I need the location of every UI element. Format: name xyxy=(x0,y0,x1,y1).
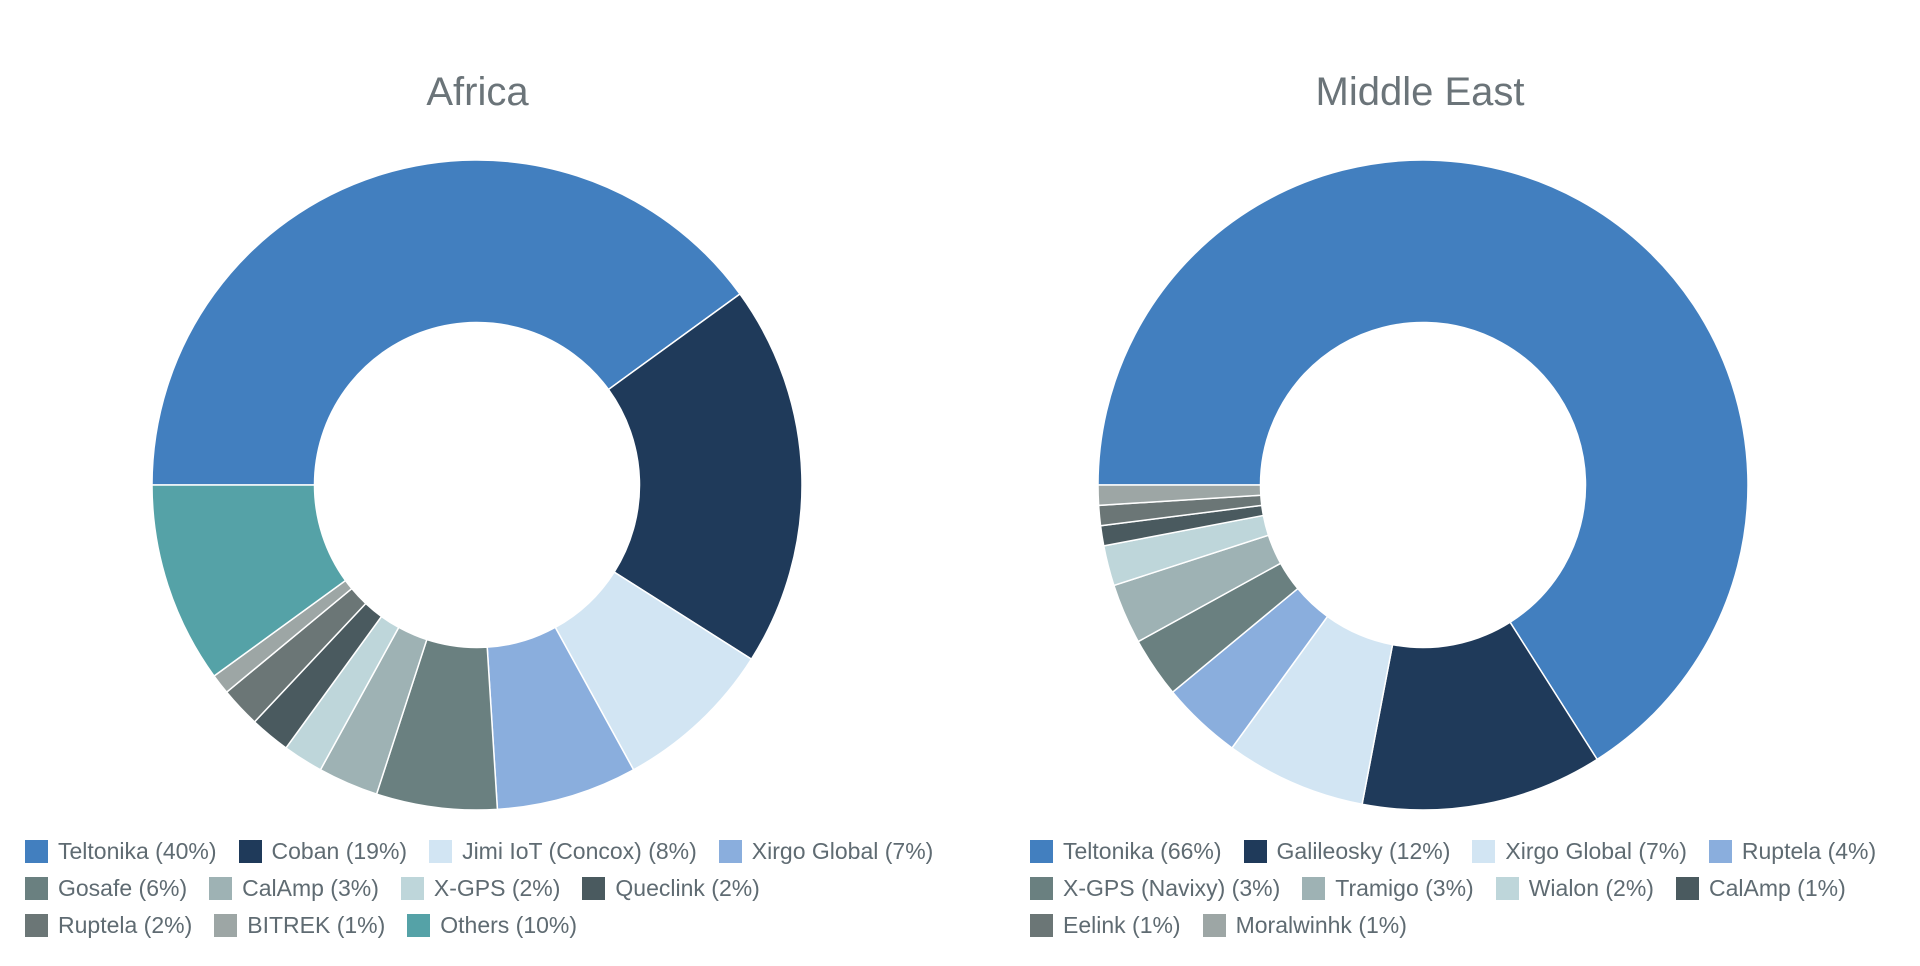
legend-label: Wialon (2%) xyxy=(1528,875,1654,901)
legend-item-bitrek[interactable]: BITREK (1%) xyxy=(214,912,385,939)
legend-row: X-GPS (Navixy) (3%) Tramigo (3%) Wialon (2… xyxy=(1030,870,1920,907)
legend-item-queclink[interactable]: Queclink (2%) xyxy=(582,875,760,902)
legend-item-xirgo-global[interactable]: Xirgo Global (7%) xyxy=(1472,838,1687,865)
legend-label: Teltonika (66%) xyxy=(1063,838,1222,864)
legend-swatch xyxy=(238,840,262,863)
legend-label: Ruptela (2%) xyxy=(58,912,193,938)
legend-swatch xyxy=(209,877,233,900)
legend-label: Gosafe (6%) xyxy=(58,875,188,901)
legend-label: Coban (19%) xyxy=(271,838,408,864)
legend-item-x-gps[interactable]: X-GPS (Navixy) (3%) xyxy=(1030,875,1280,902)
chart-title: Africa xyxy=(426,70,529,114)
legend-label: Queclink (2%) xyxy=(615,875,760,901)
legend-swatch xyxy=(1030,914,1053,937)
legend-row: Gosafe (6%) CalAmp (3%) X-GPS (2%) Queclink… xyxy=(25,870,965,907)
middle-east-donut xyxy=(1098,160,1748,810)
legend-item-galileosky[interactable]: Galileosky (12%) xyxy=(1243,838,1451,865)
legend-swatch xyxy=(1675,877,1699,900)
legend-label: Xirgo Global (7%) xyxy=(1505,838,1687,864)
legend-item-ruptela[interactable]: Ruptela (2%) xyxy=(25,912,192,939)
middle-east-chart-panel: Middle East Teltonika (66%) Galileosky (1… xyxy=(960,0,1920,966)
legend-item-calamp[interactable]: CalAmp (1%) xyxy=(1675,875,1846,902)
legend-swatch xyxy=(400,877,424,900)
legend-swatch xyxy=(25,840,48,863)
legend-item-calamp[interactable]: CalAmp (3%) xyxy=(209,875,379,902)
legend-swatch xyxy=(1302,877,1326,900)
legend-item-jimi-iot[interactable]: Jimi IoT (Concox) (8%) xyxy=(429,838,697,865)
legend-label: BITREK (1%) xyxy=(247,912,386,938)
legend-swatch xyxy=(1495,877,1519,900)
legend-label: Eelink (1%) xyxy=(1063,912,1181,938)
legend-row: Ruptela (2%) BITREK (1%) Others (10%) xyxy=(25,907,965,944)
legend-label: CalAmp (3%) xyxy=(242,875,379,901)
legend-swatch xyxy=(1202,914,1226,937)
legend-swatch xyxy=(1472,840,1496,863)
legend-swatch xyxy=(214,914,238,937)
legend-label: X-GPS (2%) xyxy=(433,875,561,901)
legend-item-tramigo[interactable]: Tramigo (3%) xyxy=(1302,875,1474,902)
legend-row: Teltonika (66%) Galileosky (12%) Xirgo Glo… xyxy=(1030,833,1920,870)
africa-legend: Teltonika (40%) Coban (19%) Jimi IoT (Conc… xyxy=(25,833,965,944)
legend-item-coban[interactable]: Coban (19%) xyxy=(238,838,408,865)
legend-item-eelink[interactable]: Eelink (1%) xyxy=(1030,912,1181,939)
donut-slice-galileosky[interactable] xyxy=(1361,621,1599,810)
legend-label: Moralwinhk (1%) xyxy=(1235,912,1407,938)
legend-row: Teltonika (40%) Coban (19%) Jimi IoT (Conc… xyxy=(25,833,965,870)
legend-swatch xyxy=(1243,840,1267,863)
legend-swatch xyxy=(25,914,48,937)
legend-swatch xyxy=(582,877,606,900)
legend-item-xirgo-global[interactable]: Xirgo Global (7%) xyxy=(718,838,934,865)
legend-label: Teltonika (40%) xyxy=(58,838,217,864)
legend-swatch xyxy=(1030,840,1053,863)
legend-swatch xyxy=(25,877,48,900)
donut-slice-others[interactable] xyxy=(152,484,347,678)
legend-label: Others (10%) xyxy=(440,912,578,938)
legend-label: Jimi IoT (Concox) (8%) xyxy=(462,838,697,864)
legend-label: Tramigo (3%) xyxy=(1335,875,1474,901)
legend-label: Xirgo Global (7%) xyxy=(751,838,934,864)
legend-item-teltonika[interactable]: Teltonika (66%) xyxy=(1030,838,1222,865)
legend-label: X-GPS (Navixy) (3%) xyxy=(1063,875,1281,901)
legend-item-x-gps[interactable]: X-GPS (2%) xyxy=(400,875,561,902)
africa-donut xyxy=(152,160,802,810)
legend-swatch xyxy=(1030,877,1053,900)
legend-label: Ruptela (4%) xyxy=(1741,838,1877,864)
legend-row: Eelink (1%) Moralwinhk (1%) xyxy=(1030,907,1920,944)
donut-slice-teltonika[interactable] xyxy=(1098,160,1748,761)
middle-east-legend: Teltonika (66%) Galileosky (12%) Xirgo Glo… xyxy=(1030,833,1920,944)
donut-slice-moralwinhk[interactable] xyxy=(1098,484,1262,507)
legend-swatch xyxy=(718,840,742,863)
legend-item-gosafe[interactable]: Gosafe (6%) xyxy=(25,875,187,902)
legend-swatch xyxy=(1708,840,1732,863)
legend-swatch xyxy=(407,914,431,937)
legend-label: Galileosky (12%) xyxy=(1276,838,1451,864)
legend-label: CalAmp (1%) xyxy=(1708,875,1846,901)
legend-item-wialon[interactable]: Wialon (2%) xyxy=(1495,875,1654,902)
donut-slice-teltonika[interactable] xyxy=(152,160,741,486)
chart-title: Middle East xyxy=(1315,70,1525,114)
africa-chart-panel: Africa Teltonika (40%) Coban (19%) Jimi Io… xyxy=(25,70,933,938)
legend-item-others[interactable]: Others (10%) xyxy=(407,912,577,939)
legend-item-moralwinhk[interactable]: Moralwinhk (1%) xyxy=(1202,912,1407,939)
legend-swatch xyxy=(429,840,453,863)
legend-item-ruptela[interactable]: Ruptela (4%) xyxy=(1708,838,1877,865)
legend-item-teltonika[interactable]: Teltonika (40%) xyxy=(25,838,217,865)
donut-slice-coban[interactable] xyxy=(607,292,802,661)
